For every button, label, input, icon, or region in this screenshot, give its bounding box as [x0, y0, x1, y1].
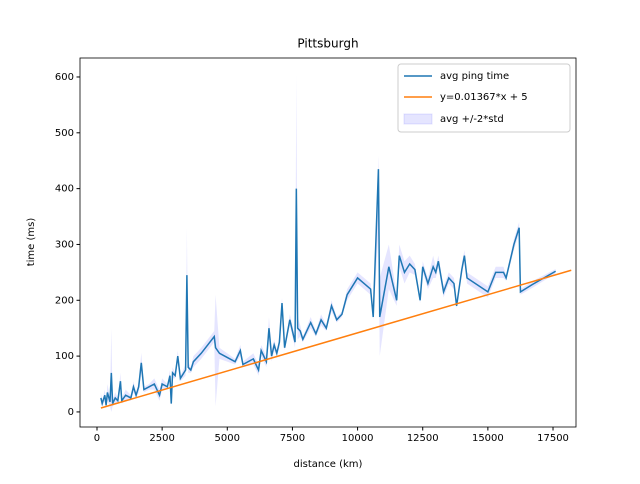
x-tick-label: 7500 [280, 433, 305, 444]
legend-patch [403, 113, 433, 125]
line [100, 169, 556, 407]
std-band [100, 74, 556, 412]
y-tick-label: 600 [55, 72, 74, 83]
legend-label: avg ping time [440, 71, 509, 82]
y-axis-label: time (ms) [26, 218, 37, 267]
x-tick-label: 2500 [149, 433, 174, 444]
y-tick-label: 500 [55, 128, 74, 139]
legend-label: avg +/-2*std [440, 114, 504, 125]
x-tick-label: 15000 [472, 433, 504, 444]
x-tick-label: 17500 [537, 433, 569, 444]
y-tick-label: 200 [55, 295, 74, 306]
y-tick-label: 400 [55, 184, 74, 195]
x-tick-label: 5000 [215, 433, 240, 444]
plot-frame [79, 57, 577, 428]
chart-title: Pittsburgh [297, 37, 358, 51]
legend-label: y=0.01367*x + 5 [440, 92, 528, 103]
fit-line [100, 269, 572, 409]
legend-box [397, 63, 571, 133]
x-axis-label: distance (km) [294, 459, 363, 470]
x-tick-label: 12500 [407, 433, 439, 444]
y-tick-label: 100 [55, 351, 74, 362]
y-tick-label: 300 [55, 239, 74, 250]
x-tick-label: 10000 [342, 433, 374, 444]
y-tick-label: 0 [68, 407, 74, 418]
x-tick-label: 0 [94, 433, 100, 444]
